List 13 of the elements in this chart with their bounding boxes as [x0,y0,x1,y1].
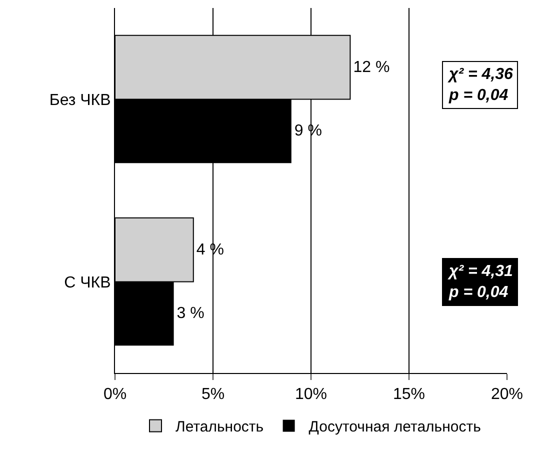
data-label: 12 % [353,58,390,76]
y-tick-label: С ЧКВ [64,274,111,292]
legend-label: Летальность [176,418,264,436]
annotation: χ² = 4,36 p = 0,04 [447,66,514,104]
x-tick-label: 5% [201,386,225,404]
legend-label: Досуточная летальность [308,418,482,436]
data-label: 3 % [176,305,204,322]
x-tick-label: 10% [294,386,328,404]
y-tick-label: Без ЧКВ [49,92,111,109]
annotation: χ² = 4,31 p = 0,04 [447,263,514,301]
x-tick-label: 0% [103,386,127,404]
x-tick-label: 15% [392,386,426,404]
x-tick-label: 20% [490,386,524,404]
